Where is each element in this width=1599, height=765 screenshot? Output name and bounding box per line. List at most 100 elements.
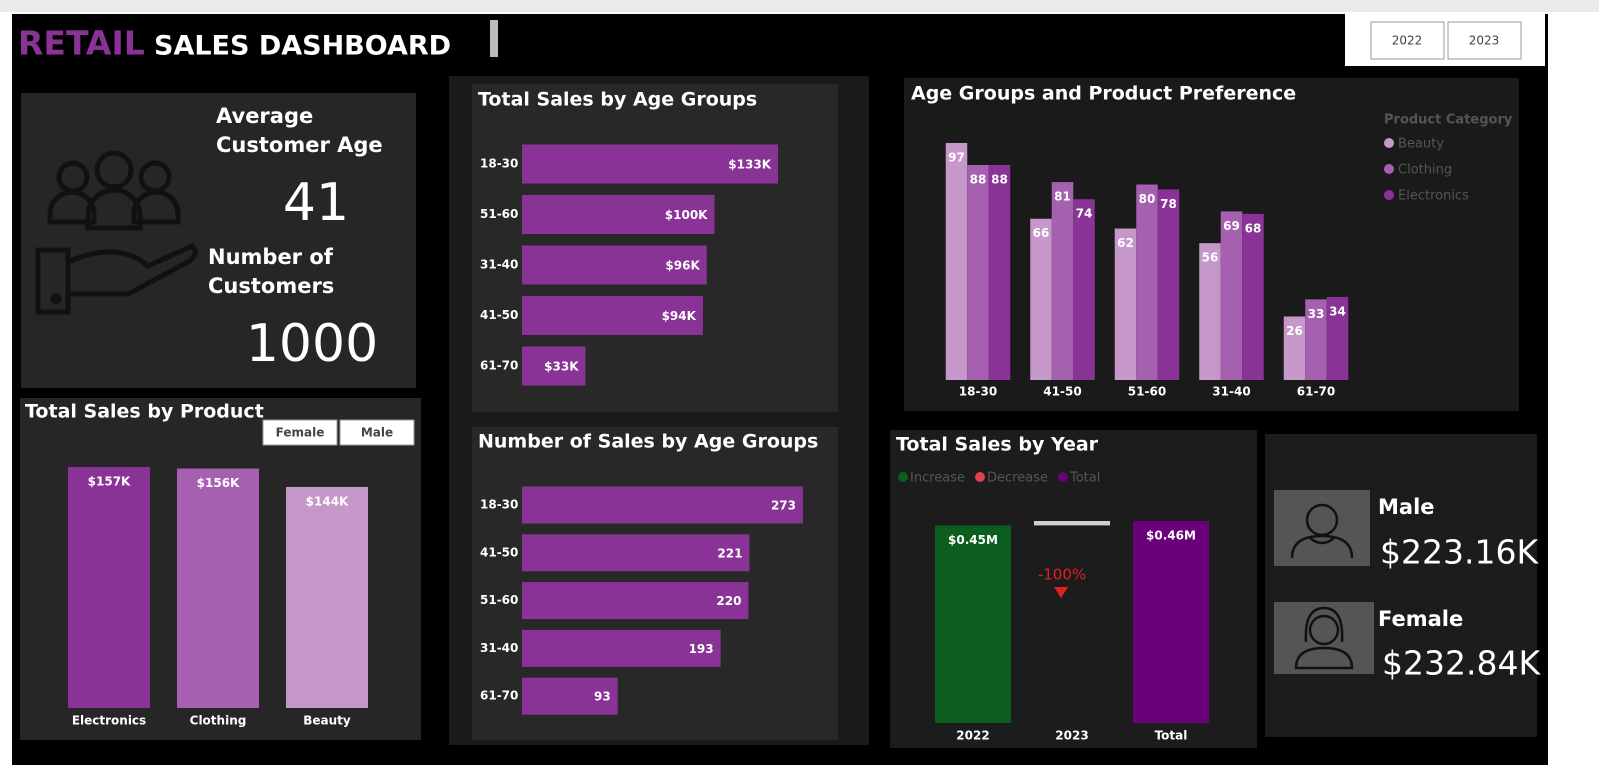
legend-marker [1384,164,1394,174]
data-label: $96K [665,259,700,273]
data-label: $157K [88,475,131,489]
female-icon [1294,606,1354,670]
data-label: 193 [689,642,714,656]
data-label: $144K [306,494,349,508]
gender-value: $232.84K [1382,644,1541,683]
bar [522,582,749,620]
title: SALES DASHBOARD [154,31,451,62]
legend-label: Clothing [1398,163,1452,178]
bar [1220,211,1243,380]
data-label: 93 [594,690,611,704]
x-tick-label: Clothing [190,714,247,728]
bar [177,468,259,708]
data-label: 221 [717,546,742,560]
legend-marker [975,472,986,482]
bar [522,346,586,386]
data-label: 69 [1223,219,1240,233]
data-label: 26 [1286,324,1303,338]
data-label: 88 [970,172,987,186]
data-label: 62 [1117,236,1134,250]
legend-label: Decrease [987,471,1048,486]
data-label: $0.46M [1146,529,1196,543]
bar [522,486,803,524]
legend-marker [1384,190,1394,200]
gender-label: Male [1378,495,1435,519]
y-tick-label: 61-70 [480,359,518,373]
filter-button[interactable] [262,419,338,446]
bar [522,629,721,667]
y-tick-label: 18-30 [480,157,518,171]
bar [967,164,989,380]
y-tick-label: 51-60 [480,207,518,221]
bar [68,467,150,708]
chart-title: Age Groups and Product Preference [911,83,1296,105]
bar [1030,218,1052,380]
y-tick-label: 41-50 [480,545,518,559]
data-label: $156K [197,476,240,490]
data-label: 56 [1202,251,1219,265]
legend-label: Beauty [1398,137,1444,152]
x-tick-label: 18-30 [959,385,997,399]
data-label: 220 [716,594,741,608]
data-label: $100K [665,208,708,222]
data-label: 273 [771,499,796,513]
filter-button[interactable] [339,419,415,446]
gender-panel [1265,434,1537,737]
gender-value: $223.16K [1380,533,1539,572]
y-tick-label: 41-50 [480,308,518,322]
chart-title: Number of Sales by Age Groups [478,431,818,453]
y-tick-label: 61-70 [480,689,518,703]
legend-label: Increase [910,471,965,486]
bar [1114,228,1137,380]
year-button[interactable] [1370,21,1445,60]
bar [1136,184,1158,380]
bar [1034,521,1110,526]
kpi-label: Average Customer Age [216,104,383,157]
x-tick-label: 31-40 [1212,385,1250,399]
legend-label: Electronics [1398,189,1469,204]
data-label: 88 [991,172,1008,186]
male-icon [1290,503,1354,559]
x-tick-label: 51-60 [1128,385,1166,399]
legend-title: Product Category [1384,113,1513,128]
x-tick-label: 2022 [956,729,989,743]
data-label: $33K [544,360,579,374]
data-label: $0.45M [948,533,998,547]
divider [490,20,498,57]
x-tick-label: Electronics [72,714,146,728]
y-tick-label: 51-60 [480,593,518,607]
data-label: 33 [1308,307,1325,321]
bar [522,296,703,335]
chart-title: Total Sales by Age Groups [478,89,757,111]
kpi-label-box: Average Customer Age [216,104,383,157]
data-label: $94K [662,309,697,323]
bar [1133,521,1209,723]
bar [522,245,707,285]
year-button[interactable] [1447,21,1522,60]
x-tick-label: 41-50 [1043,385,1081,399]
year-button-label[interactable]: 2022 [1392,34,1423,48]
bar [1199,243,1221,380]
customers-icon [35,150,198,315]
legend-marker [1384,138,1394,148]
annotation-arrow [1054,587,1068,598]
data-label: 97 [948,151,965,165]
bar [935,525,1011,723]
bar [1326,296,1349,380]
bar [1283,316,1306,380]
bar [522,195,715,234]
data-label: 74 [1076,207,1093,221]
bar [988,164,1011,380]
chart-title: Total Sales by Year [896,434,1099,456]
data-label: $133K [728,158,771,172]
y-tick-label: 18-30 [480,498,518,512]
bar [522,677,618,715]
y-tick-label: 31-40 [480,258,518,272]
data-label: 34 [1329,304,1346,318]
x-tick-label: 61-70 [1297,385,1335,399]
bar [286,486,368,708]
filter-button-label[interactable]: Male [361,426,393,440]
year-button-label[interactable]: 2023 [1469,34,1500,48]
filter-button-label[interactable]: Female [276,426,325,440]
